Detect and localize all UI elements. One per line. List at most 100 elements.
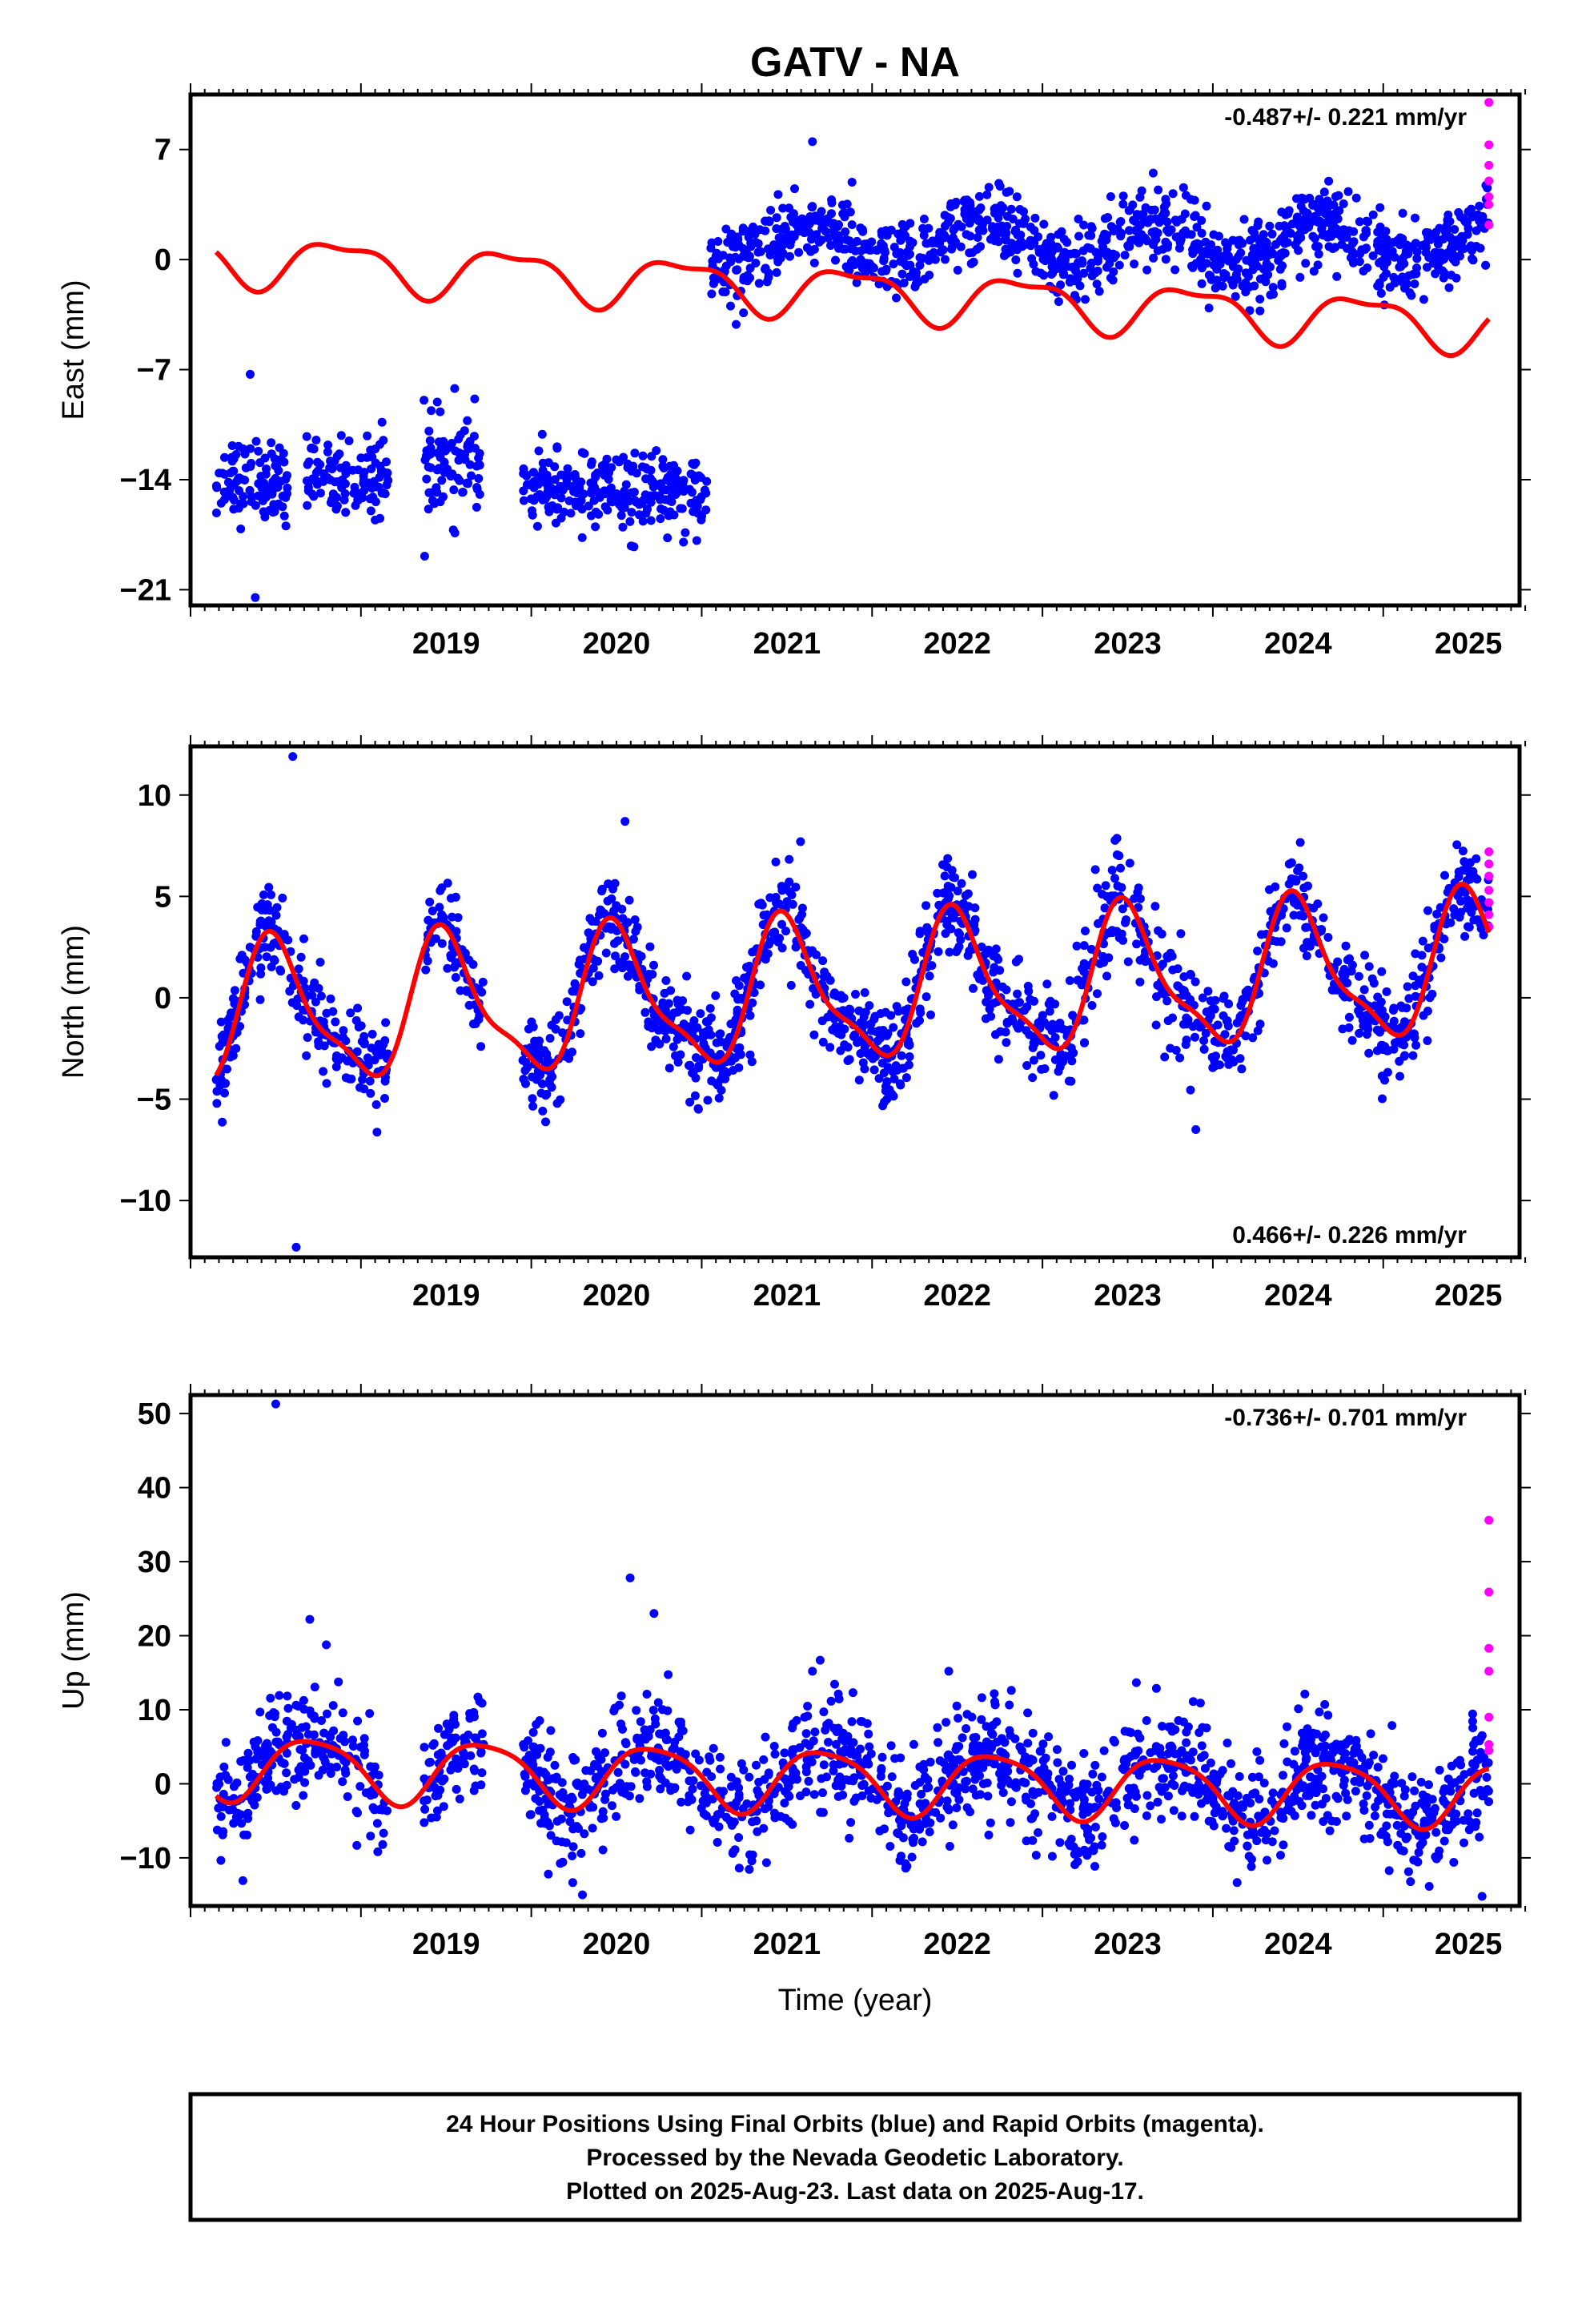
final-orbit-point <box>738 227 748 236</box>
final-orbit-point <box>363 478 372 488</box>
final-orbit-point <box>793 227 803 236</box>
final-orbit-point <box>809 1030 819 1039</box>
final-orbit-point <box>1227 1045 1235 1055</box>
final-orbit-point <box>1011 957 1021 967</box>
final-orbit-point <box>1183 1015 1193 1024</box>
final-orbit-point <box>255 1747 265 1756</box>
final-orbit-point <box>897 255 906 265</box>
final-orbit-point <box>236 525 246 533</box>
final-orbit-point <box>591 522 600 532</box>
final-orbit-point <box>247 493 256 502</box>
final-orbit-point <box>841 227 850 236</box>
final-orbit-point <box>267 449 276 459</box>
final-orbit-point <box>860 988 869 997</box>
final-orbit-point <box>452 1784 461 1794</box>
final-orbit-point <box>1067 1760 1076 1770</box>
final-orbit-point <box>565 1817 575 1827</box>
final-orbit-point <box>982 1778 992 1787</box>
final-orbit-point <box>635 510 644 520</box>
rapid-orbit-point <box>1484 98 1494 107</box>
final-orbit-point <box>251 1737 260 1747</box>
final-orbit-point <box>1162 996 1172 1006</box>
final-orbit-point <box>1224 999 1234 1009</box>
final-orbit-point <box>886 1011 896 1020</box>
final-orbit-point <box>1229 1826 1239 1835</box>
final-orbit-point <box>962 1710 972 1719</box>
final-orbit-point <box>1086 944 1096 954</box>
final-orbit-point <box>1354 971 1363 981</box>
final-orbit-point <box>1120 251 1130 260</box>
final-orbit-point <box>656 1784 665 1794</box>
final-orbit-point <box>1382 269 1391 279</box>
final-orbit-point <box>627 508 636 517</box>
final-orbit-point <box>646 497 656 507</box>
final-orbit-point <box>1034 232 1043 242</box>
final-orbit-point <box>733 232 742 242</box>
final-orbit-point <box>764 1768 773 1778</box>
final-orbit-point <box>681 528 690 537</box>
final-orbit-point <box>1115 217 1125 227</box>
final-orbit-point <box>936 247 946 257</box>
final-orbit-point <box>693 509 703 518</box>
final-orbit-point <box>421 451 431 460</box>
final-orbit-point <box>425 897 435 907</box>
final-orbit-point <box>220 1079 230 1088</box>
final-orbit-point <box>679 476 689 485</box>
final-orbit-point <box>719 1067 729 1076</box>
final-orbit-point <box>933 1723 942 1732</box>
rapid-orbit-point <box>1484 886 1494 895</box>
final-orbit-point <box>1325 1826 1335 1835</box>
final-orbit-point <box>950 223 959 233</box>
final-orbit-point <box>1086 222 1096 231</box>
final-orbit-point <box>1339 1775 1349 1785</box>
final-orbit-point <box>420 1743 429 1752</box>
final-orbit-point <box>278 893 287 903</box>
final-orbit-point <box>697 515 706 525</box>
final-orbit-point <box>940 888 950 897</box>
final-orbit-point <box>1158 959 1167 969</box>
y-tick-label: −14 <box>120 464 171 497</box>
final-orbit-point <box>550 490 560 500</box>
final-orbit-point <box>1006 204 1016 214</box>
final-orbit-point <box>658 455 668 464</box>
final-orbit-point <box>1463 897 1472 907</box>
final-orbit-point <box>670 479 680 489</box>
final-orbit-point <box>1261 277 1271 287</box>
final-orbit-point <box>1359 1021 1368 1031</box>
final-orbit-point <box>341 508 351 517</box>
final-orbit-point <box>1417 963 1427 972</box>
final-orbit-point <box>1110 874 1119 883</box>
final-orbit-point <box>950 200 960 210</box>
final-orbit-point <box>754 899 764 909</box>
final-orbit-point <box>785 887 794 897</box>
final-orbit-point <box>1044 247 1053 255</box>
final-orbit-point <box>1408 1051 1418 1060</box>
final-orbit-point <box>1081 927 1090 935</box>
final-orbit-point <box>1364 1048 1374 1058</box>
final-orbit-point <box>1343 227 1353 236</box>
final-orbit-point <box>283 1691 292 1701</box>
final-orbit-point <box>953 265 962 275</box>
final-orbit-point <box>904 1060 913 1070</box>
final-orbit-point <box>1451 235 1460 245</box>
final-orbit-point <box>1375 203 1385 212</box>
final-orbit-point <box>753 247 763 257</box>
final-orbit-point <box>1125 226 1134 235</box>
final-orbit-point <box>895 247 905 257</box>
final-orbit-point <box>1222 1823 1231 1833</box>
final-orbit-point <box>1130 235 1140 245</box>
final-orbit-point <box>359 1084 369 1094</box>
final-orbit-point <box>1303 208 1312 218</box>
final-orbit-point <box>528 506 536 516</box>
final-orbit-point <box>296 952 306 962</box>
final-orbit-point <box>1199 1036 1209 1045</box>
final-orbit-point <box>254 446 263 456</box>
final-orbit-point <box>1237 1064 1247 1074</box>
final-orbit-point <box>1431 1827 1441 1837</box>
final-orbit-point <box>970 207 980 217</box>
final-orbit-point <box>519 496 528 505</box>
final-orbit-point <box>1097 1840 1106 1850</box>
final-orbit-point <box>1175 1053 1185 1063</box>
final-orbit-point <box>1246 1799 1255 1807</box>
y-tick-label: 30 <box>138 1546 171 1579</box>
